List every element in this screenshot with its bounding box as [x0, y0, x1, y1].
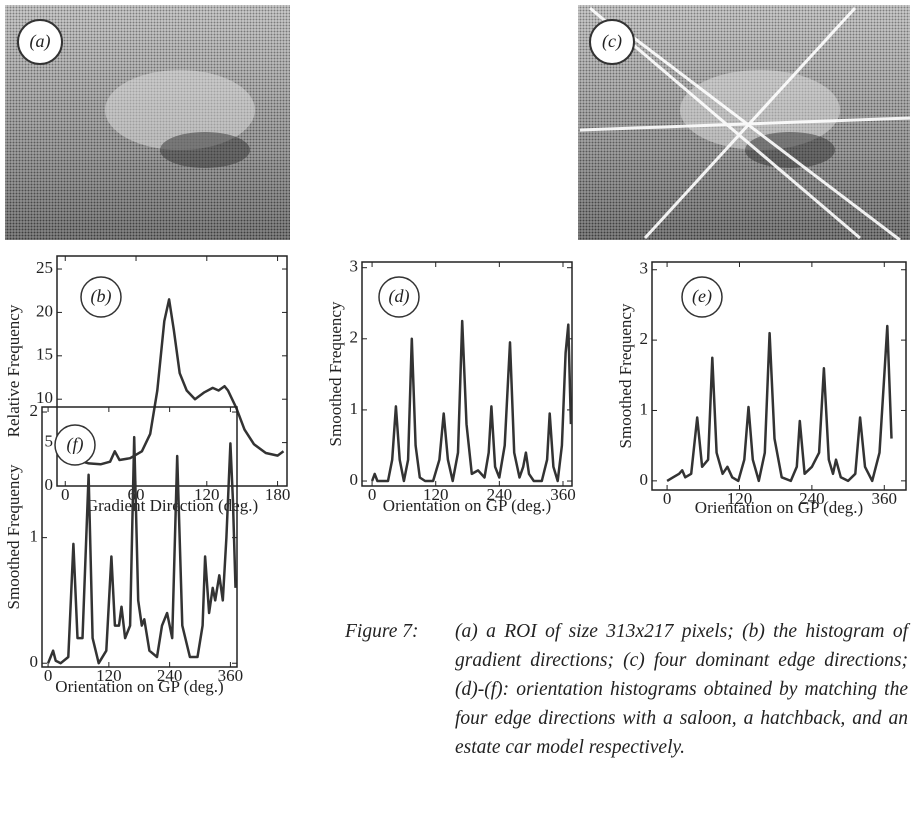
image-a: (a)	[5, 5, 290, 240]
x-tick-label: 0	[61, 485, 70, 504]
y-tick-label: 2	[350, 328, 359, 347]
y-tick-label: 1	[640, 399, 649, 418]
y-tick-label: 1	[350, 399, 359, 418]
line	[372, 321, 571, 481]
caption: (a) a ROI of size 313x217 pixels; (b) th…	[455, 617, 908, 762]
y-tick-label: 0	[45, 475, 54, 494]
y-tick-label: 5	[45, 432, 54, 451]
y-tick-label: 0	[350, 470, 359, 489]
page: (a) (c) 0510152025060120180Gradient Dire…	[0, 0, 916, 827]
y-tick-label: 25	[36, 258, 53, 277]
y-tick-label: 0	[30, 652, 39, 671]
y-axis-label: Smoothed Frequency	[616, 303, 635, 448]
figure: (a) (c) 0510152025060120180Gradient Dire…	[0, 0, 916, 827]
panel-label: (f)	[67, 434, 84, 455]
x-axis-label: Orientation on GP (deg.)	[55, 677, 223, 696]
y-axis-label: Relative Frequency	[4, 304, 23, 437]
y-tick-label: 2	[30, 401, 39, 420]
x-tick-label: 360	[550, 485, 576, 504]
x-axis-label: Orientation on GP (deg.)	[695, 498, 863, 517]
line	[667, 326, 891, 481]
line	[48, 437, 235, 663]
y-tick-label: 1	[30, 527, 39, 546]
y-tick-label: 0	[640, 470, 649, 489]
y-tick-label: 3	[350, 257, 359, 276]
panel-label: (b)	[91, 286, 112, 307]
figure-label: Figure 7:	[345, 617, 418, 646]
y-tick-label: 3	[640, 259, 649, 278]
line	[65, 299, 283, 464]
x-tick-label: 360	[872, 489, 898, 508]
x-tick-label: 180	[265, 485, 291, 504]
panel-label: (d)	[389, 286, 410, 307]
panel-label: (e)	[692, 286, 712, 307]
x-tick-label: 0	[44, 666, 53, 685]
image-c: (c)	[578, 5, 910, 240]
y-axis-label: Smoothed Frequency	[326, 301, 345, 446]
y-tick-label: 2	[640, 329, 649, 348]
x-tick-label: 0	[368, 485, 377, 504]
image-label: (a)	[30, 31, 51, 52]
y-tick-label: 15	[36, 345, 53, 364]
y-tick-label: 10	[36, 388, 53, 407]
y-tick-label: 20	[36, 301, 53, 320]
x-axis-label: Orientation on GP (deg.)	[383, 496, 551, 515]
x-tick-label: 0	[663, 489, 672, 508]
image-label: (c)	[602, 31, 622, 52]
y-axis-label: Smoothed Frequency	[4, 464, 23, 609]
